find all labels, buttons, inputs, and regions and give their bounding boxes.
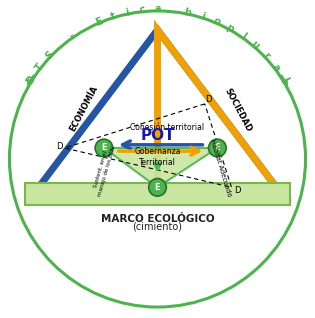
Text: E: E [155,183,160,192]
Text: i: i [199,11,205,22]
Text: a: a [270,62,282,73]
Text: Sustent. en el
manejo de los BCN: Sustent. en el manejo de los BCN [92,143,116,197]
Text: Hábitat Adecuado: Hábitat Adecuado [209,138,232,197]
Text: l: l [238,31,247,41]
Circle shape [209,139,226,157]
Text: E: E [101,143,107,152]
Text: -: - [68,31,77,41]
Text: Cohesión territorial: Cohesión territorial [130,123,204,132]
Text: SOCIEDAD: SOCIEDAD [222,87,253,134]
Text: l: l [279,76,289,84]
Text: POT: POT [140,128,175,143]
Text: T: T [33,62,45,73]
Circle shape [95,139,113,157]
Text: i: i [125,7,130,18]
Text: c: c [139,5,146,15]
Text: b: b [183,7,192,18]
Text: (cimiento): (cimiento) [133,222,182,232]
Text: S: S [43,50,55,62]
Text: D: D [205,95,211,104]
Text: D: D [57,142,63,151]
Text: t: t [109,11,117,22]
Text: r: r [261,51,271,61]
Text: D: D [24,74,37,86]
Text: o: o [211,16,221,27]
Circle shape [149,178,166,196]
Text: D: D [235,186,241,195]
Text: ECONOMÍA: ECONOMÍA [68,84,99,133]
Text: Gobernanza
Territorial: Gobernanza Territorial [134,147,181,168]
Text: a: a [154,4,161,14]
Text: p: p [225,22,236,34]
Text: E: E [215,143,220,152]
Text: u: u [249,39,261,52]
Text: E: E [94,16,104,27]
Polygon shape [104,148,217,187]
Bar [25,183,290,205]
Text: MARCO ECOLÓGICO: MARCO ECOLÓGICO [101,214,214,224]
